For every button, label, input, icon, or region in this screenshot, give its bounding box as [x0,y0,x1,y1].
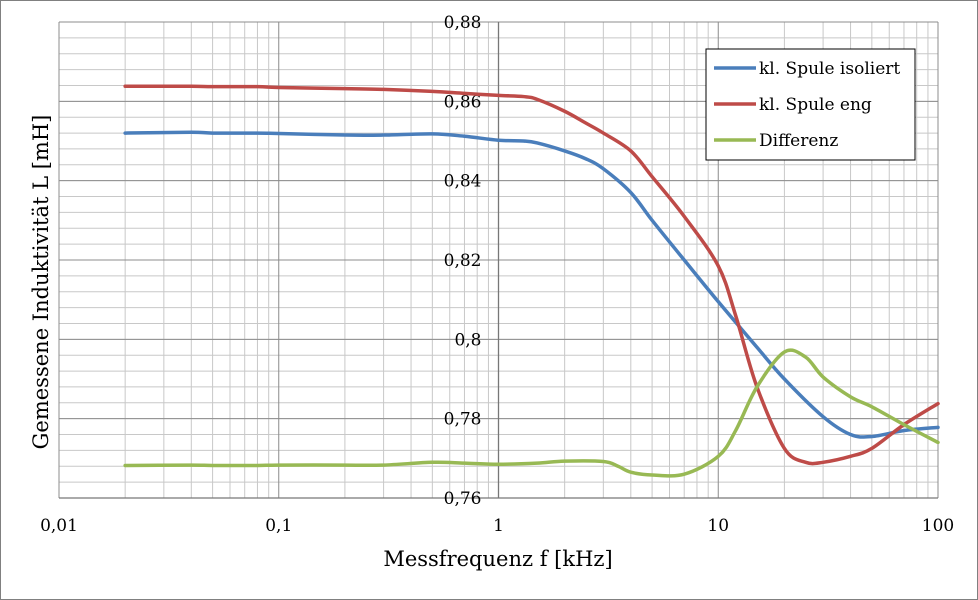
y-tick-label: 0,88 [444,13,482,33]
y-tick-label: 0,84 [444,172,482,192]
y-axis-title: Gemessene Induktivität L [mH] [29,115,53,450]
legend: kl. Spule isoliert kl. Spule eng Differenz [705,48,916,161]
tick-labels: 0,01 0,1 1 10 100 0,76 0,78 0,8 0,82 0,84 0,86 0,88 [40,13,954,536]
legend-label: Differenz [759,131,838,151]
legend-item-kl-spule-eng: kl. Spule eng [714,95,872,115]
legend-label: kl. Spule isoliert [759,59,900,79]
y-tick-label: 0,78 [444,410,482,430]
x-tick-label: 10 [707,516,729,536]
x-tick-label: 0,01 [40,516,78,536]
x-tick-label: 0,1 [265,516,292,536]
series-lines [123,84,940,478]
series-line-kl-spule-eng [123,84,940,466]
y-tick-label: 0,8 [454,330,481,350]
series-line-kl-spule-isoliert [123,130,940,439]
series-line-differenz [123,348,940,478]
legend-item-differenz: Differenz [714,131,838,151]
x-tick-label: 1 [493,516,504,536]
x-axis-title: Messfrequenz f [kHz] [383,547,612,571]
x-tick-label: 100 [922,516,954,536]
y-tick-label: 0,86 [444,92,482,112]
y-tick-label: 0,82 [444,251,482,271]
legend-item-kl-spule-isoliert: kl. Spule isoliert [714,59,900,79]
axes [59,22,938,499]
y-tick-label: 0,76 [444,489,482,509]
legend-label: kl. Spule eng [759,95,872,115]
